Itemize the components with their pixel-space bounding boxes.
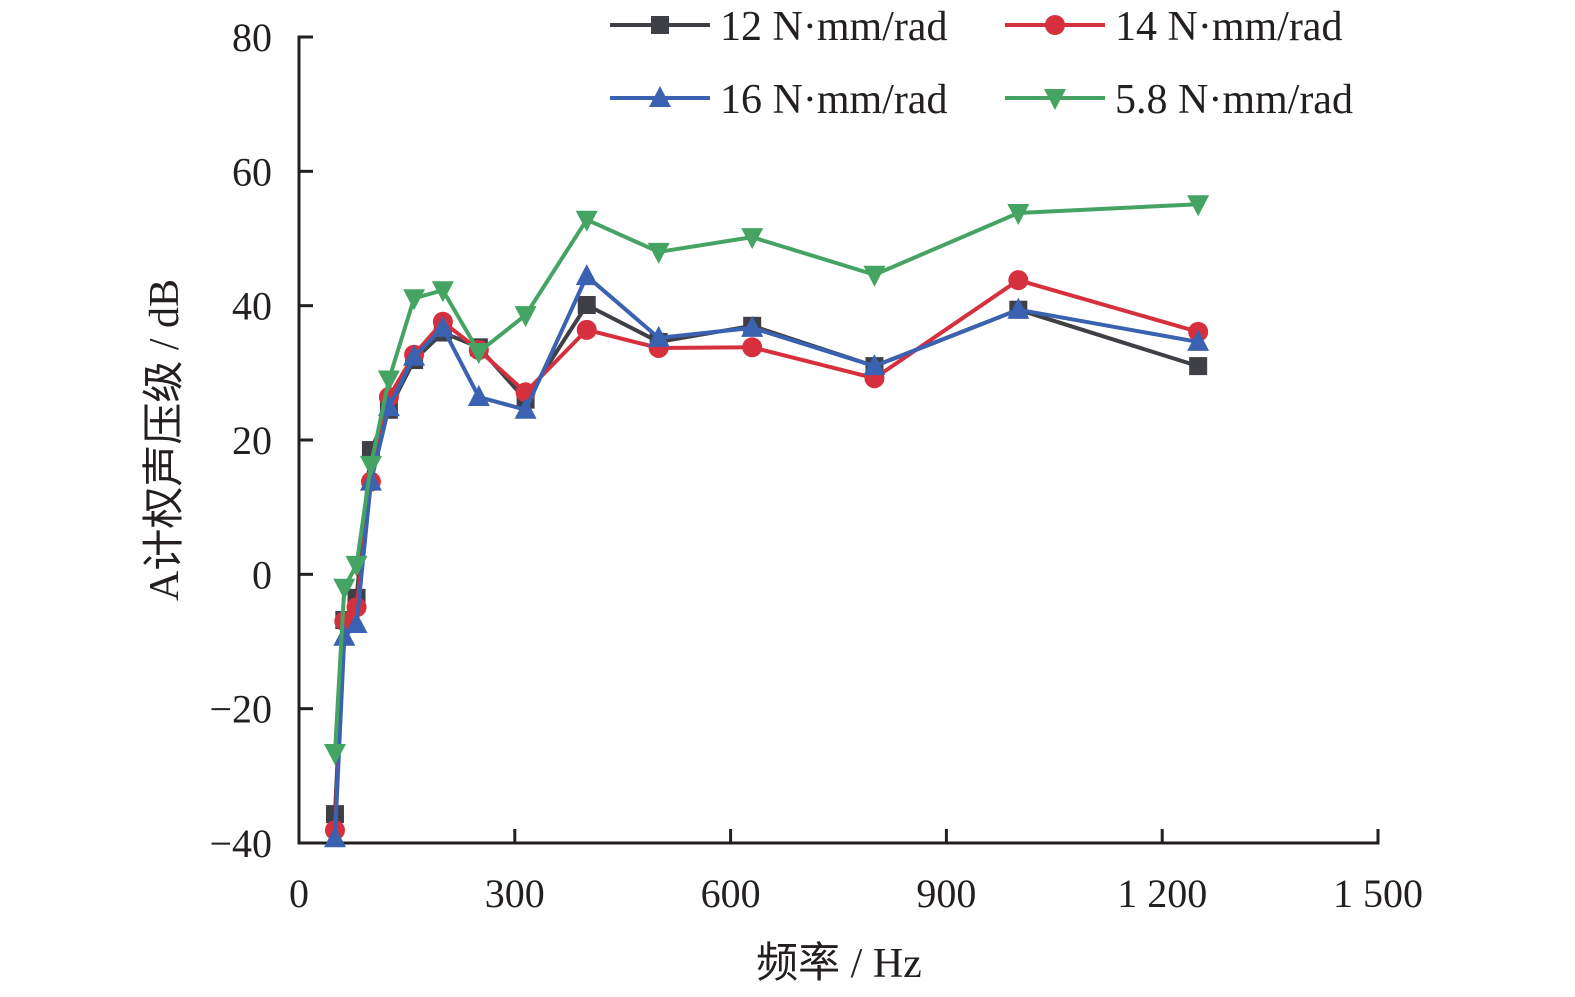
legend-item: 14 N·mm/rad: [1005, 4, 1342, 50]
data-point: [403, 289, 426, 311]
data-point: [647, 325, 670, 347]
data-point: [467, 343, 490, 365]
data-point: [741, 315, 764, 337]
x-tick-label: 300: [485, 871, 545, 916]
legend-marker: [651, 16, 669, 34]
x-ticks: 0 300 600 900 1 200 1 500: [289, 829, 1423, 916]
data-point: [1187, 195, 1210, 217]
data-point: [577, 295, 596, 314]
data-point: [863, 354, 886, 376]
data-point: [514, 306, 537, 328]
data-point: [742, 337, 763, 358]
series-line: [332, 302, 1199, 815]
y-tick-label: 0: [252, 552, 272, 597]
y-axis-title: A计权声压级 / dB: [142, 279, 188, 601]
y-tick-label: 20: [232, 418, 272, 463]
series-line: [332, 278, 1199, 831]
series-4: [323, 195, 1210, 765]
data-point: [323, 743, 346, 765]
data-point: [431, 281, 454, 303]
y-tick-label: −20: [209, 687, 272, 732]
series-layer: [323, 195, 1210, 848]
data-point: [359, 469, 382, 491]
x-tick-label: 1 200: [1117, 871, 1207, 916]
data-point: [575, 210, 598, 232]
y-tick-label: −40: [209, 821, 272, 866]
x-tick-label: 0: [289, 871, 309, 916]
data-point: [431, 315, 454, 337]
data-point: [333, 624, 356, 646]
data-point: [1008, 270, 1029, 291]
data-point: [345, 555, 368, 577]
data-point: [323, 826, 346, 848]
legend-marker: [1044, 89, 1066, 110]
y-tick-label: 60: [232, 149, 272, 194]
x-tick-label: 600: [701, 871, 761, 916]
legend-item: 12 N·mm/rad: [610, 4, 947, 50]
data-point: [863, 265, 886, 287]
y-ticks: −40 −20 0 20 40 60 80: [209, 15, 313, 866]
data-point: [514, 397, 537, 419]
x-tick-label: 1 500: [1333, 871, 1423, 916]
data-point: [1187, 329, 1210, 351]
data-point: [741, 228, 764, 250]
data-point: [359, 455, 382, 477]
data-point: [377, 370, 400, 392]
legend-label: 12 N·mm/rad: [720, 4, 947, 50]
series-1: [325, 295, 1208, 824]
x-axis-title: 频率 / Hz: [756, 940, 922, 987]
data-point: [575, 264, 598, 286]
legend-marker: [649, 86, 671, 107]
data-point: [1007, 203, 1030, 225]
data-point: [333, 578, 356, 600]
legend-marker: [1045, 15, 1065, 35]
series-line: [332, 274, 1199, 839]
data-point: [467, 385, 490, 407]
legend: 12 N·mm/rad 14 N·mm/rad 16 N·mm/rad 5.8 N·m…: [610, 4, 1353, 123]
data-point: [345, 612, 368, 634]
data-point: [1189, 357, 1208, 376]
data-point: [576, 319, 597, 340]
series-line: [332, 202, 1199, 754]
x-tick-label: 900: [916, 871, 976, 916]
y-tick-label: 40: [232, 284, 272, 329]
series-3: [323, 264, 1210, 848]
legend-item: 16 N·mm/rad: [610, 77, 947, 123]
axes: −40 −20 0 20 40 60 80 0 300 600 900 1 200 1 500: [209, 15, 1423, 916]
data-point: [1007, 297, 1030, 319]
data-point: [647, 242, 670, 264]
legend-label: 16 N·mm/rad: [720, 77, 947, 123]
legend-label: 14 N·mm/rad: [1115, 4, 1342, 50]
data-point: [403, 344, 426, 366]
y-tick-label: 80: [232, 15, 272, 60]
legend-label: 5.8 N·mm/rad: [1115, 77, 1353, 123]
legend-item: 5.8 N·mm/rad: [1005, 77, 1353, 123]
